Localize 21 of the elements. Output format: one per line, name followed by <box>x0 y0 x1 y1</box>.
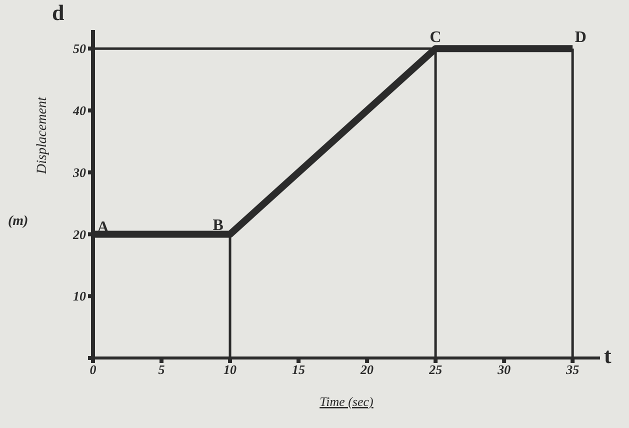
y-tick-label: 10 <box>73 288 86 304</box>
y-tick-label: 40 <box>72 103 86 118</box>
x-tick-label: 30 <box>496 362 512 378</box>
x-tick-label: 0 <box>90 362 97 378</box>
x-tick-label: 35 <box>565 362 580 378</box>
annotation: B <box>212 216 224 234</box>
x-tick-label: 15 <box>292 362 306 378</box>
x-tick-label: 5 <box>158 362 166 378</box>
annotation: C <box>430 29 442 46</box>
annotation: D <box>574 29 586 46</box>
x-tick-label: 10 <box>224 362 238 378</box>
y-tick-label: 50 <box>73 41 86 56</box>
x-axis-title: Time (sec) <box>320 394 374 409</box>
y-tick-label: 20 <box>72 226 86 242</box>
y-axis-title: Displacement <box>34 96 50 175</box>
y-tick-label: 30 <box>72 164 86 180</box>
text: t <box>604 343 612 368</box>
text: d <box>52 0 64 25</box>
text: (m) <box>8 214 28 229</box>
x-tick-label: 20 <box>360 362 374 378</box>
x-tick-label: 25 <box>428 362 443 378</box>
